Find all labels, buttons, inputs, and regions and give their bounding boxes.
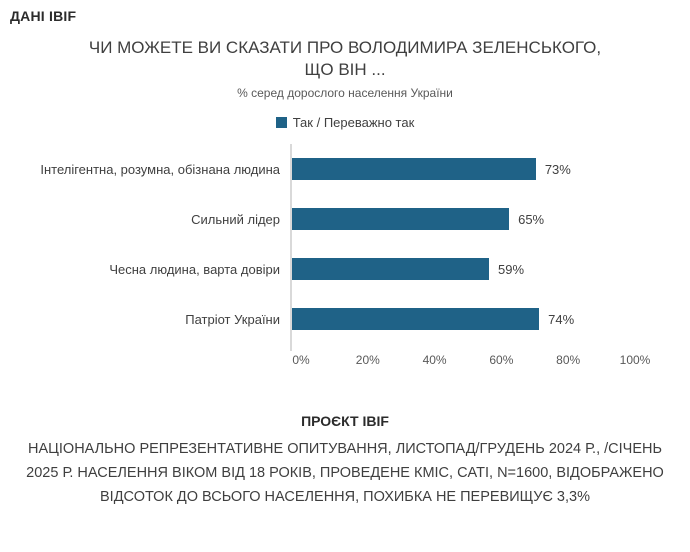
bar xyxy=(292,158,536,180)
bar-chart-rows: Інтелігентна, розумна, обізнана людина 73… xyxy=(0,144,690,344)
bar-row: Патріот України 74% xyxy=(0,294,690,344)
category-label: Патріот України xyxy=(185,311,280,327)
legend-swatch-icon xyxy=(275,117,287,128)
category-label: Інтелігентна, розумна, обізнана людина xyxy=(40,161,280,177)
plot-area: 65% xyxy=(290,194,666,244)
brand-label: ДАНІ IBIF xyxy=(10,8,77,24)
axis-line-stub xyxy=(0,344,690,351)
x-axis-tick-label: 80% xyxy=(556,353,581,367)
category-label: Сильний лідер xyxy=(191,211,280,227)
bar xyxy=(292,208,510,230)
value-label: 65% xyxy=(518,211,545,227)
value-label: 73% xyxy=(544,161,571,177)
footer: ПРОЄКТ IBIF НАЦІОНАЛЬНО РЕПРЕЗЕНТАТИВНЕ … xyxy=(0,413,690,509)
x-axis-tick-label: 60% xyxy=(489,353,514,367)
x-axis-tick-label: 20% xyxy=(355,353,380,367)
bar xyxy=(292,258,490,280)
chart-subtitle: % серед дорослого населення України xyxy=(237,86,453,100)
bar-row: Сильний лідер 65% xyxy=(0,194,690,244)
legend-label: Так / Переважно так xyxy=(292,115,415,130)
x-axis-ticks: 0% 20% 40% 60% 80% 100% xyxy=(292,353,650,369)
plot-area: 73% xyxy=(290,144,666,194)
chart-title-line-1: ЧИ МОЖЕТЕ ВИ СКАЗАТИ ПРО ВОЛОДИМИРА ЗЕЛЕ… xyxy=(88,38,602,57)
category-label: Чесна людина, варта довіри xyxy=(109,261,280,277)
x-axis-tick-label: 40% xyxy=(422,353,447,367)
chart-title: ЧИ МОЖЕТЕ ВИ СКАЗАТИ ПРО ВОЛОДИМИРА ЗЕЛЕ… xyxy=(0,37,690,100)
chart-title-line-2: ЩО ВІН ... xyxy=(304,60,386,79)
x-axis-tick-label: 100% xyxy=(619,353,651,367)
value-label: 59% xyxy=(498,261,525,277)
footer-methodology-text: НАЦІОНАЛЬНО РЕПРЕЗЕНТАТИВНЕ ОПИТУВАННЯ, … xyxy=(26,441,664,505)
x-axis-tick-label: 0% xyxy=(292,353,310,367)
bar-row: Інтелігентна, розумна, обізнана людина 73… xyxy=(0,144,690,194)
value-label: 74% xyxy=(548,311,575,327)
bar-row: Чесна людина, варта довіри 59% xyxy=(0,244,690,294)
bar xyxy=(292,308,540,330)
chart-legend: Так / Переважно так xyxy=(0,115,690,130)
bar-chart: Інтелігентна, розумна, обізнана людина 73… xyxy=(0,144,690,369)
plot-area: 74% xyxy=(290,294,666,344)
plot-area: 59% xyxy=(290,244,666,294)
footer-heading: ПРОЄКТ IBIF xyxy=(301,413,389,429)
